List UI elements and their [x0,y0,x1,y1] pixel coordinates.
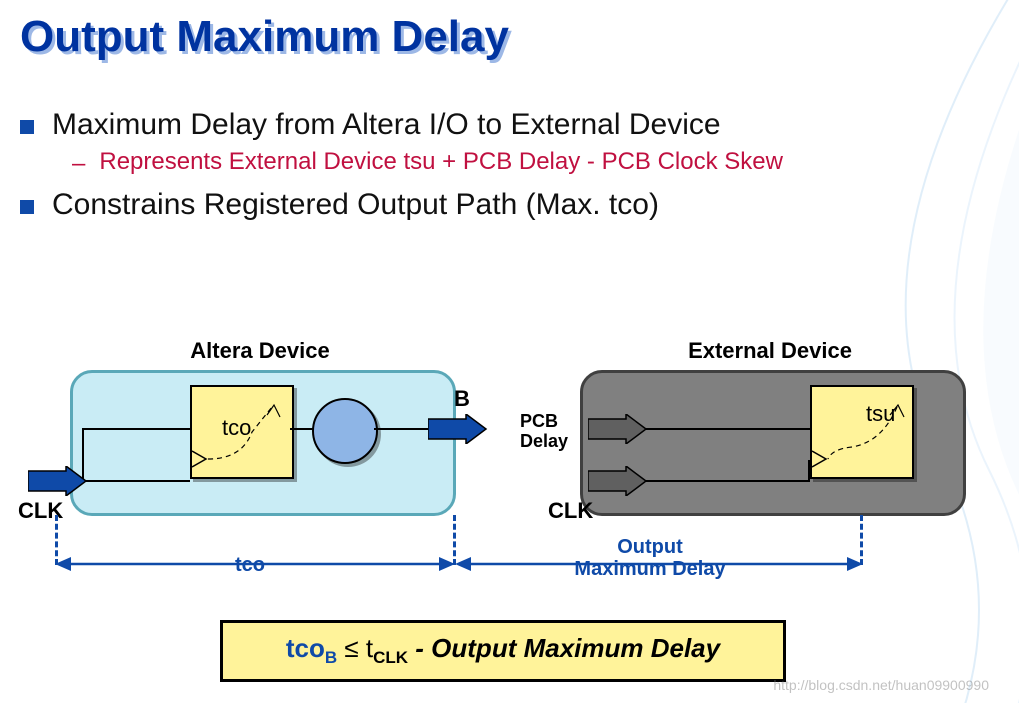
pcb-label-line1: PCB [520,411,558,431]
bullet-list: Maximum Delay from Altera I/O to Externa… [20,108,980,228]
register-tco-label: tco [222,415,251,441]
bullet-1: Maximum Delay from Altera I/O to Externa… [20,108,980,142]
clk-input-arrow-ext [588,466,648,496]
formula-sub-clk: CLK [373,649,408,668]
dim-outmax-l1: Output [617,536,683,558]
formula-le: ≤ t [337,633,373,663]
dim-outmax-label: Output Maximum Delay [550,536,750,580]
wire-reg-to-circle [290,428,314,430]
data-input-arrow-ext [588,414,648,444]
bullet-2: Constrains Registered Output Path (Max. … [20,188,980,222]
wire-data-ext [646,428,810,430]
bullet-1-sub: – Represents External Device tsu + PCB D… [72,148,980,178]
slide: Output Maximum Delay Output Maximum Dela… [0,0,1019,703]
clk-label-ext: CLK [548,498,593,524]
wire-clk-bottom-altera [82,480,190,482]
pin-b-arrow [428,414,488,444]
pcb-delay-label: PCB Delay [520,412,568,452]
formula-text: tcoB ≤ tCLK - Output Maximum Delay [286,633,720,668]
register-tco: tco [190,385,294,479]
altera-device-label: Altera Device [160,338,360,364]
register-tsu: tsu [810,385,914,479]
timing-diagram: Altera Device External Device tco CLK [10,320,1010,600]
watermark: http://blog.csdn.net/huan09900990 [773,677,989,693]
dim-outmax-l2: Maximum Delay [574,558,725,580]
register-tsu-label: tsu [866,401,895,427]
bullet-2-text: Constrains Registered Output Path (Max. … [52,188,659,222]
bullet-square-icon [20,200,34,214]
dim-tco-label: tco [210,554,290,576]
formula-tco: tco [286,633,325,663]
output-buffer-circle [312,398,378,464]
pcb-label-line2: Delay [520,431,568,451]
pin-b-label: B [454,386,470,412]
formula-sub-b: B [325,649,337,668]
title-text: Output Maximum Delay [20,12,509,62]
formula-box: tcoB ≤ tCLK - Output Maximum Delay [220,620,786,682]
bullet-square-icon [20,120,34,134]
dash-icon: – [72,150,85,178]
slide-title: Output Maximum Delay Output Maximum Dela… [20,12,509,62]
external-device-label: External Device [670,338,870,364]
clk-input-arrow-altera [28,466,88,496]
wire-clk-in-altera [82,428,190,430]
bullet-1-sub-text: Represents External Device tsu + PCB Del… [99,148,783,176]
formula-rest: - Output Maximum Delay [408,633,720,663]
wire-clk-ext [646,480,810,482]
register-tsu-internals [812,387,912,477]
bullet-1-text: Maximum Delay from Altera I/O to Externa… [52,108,721,142]
